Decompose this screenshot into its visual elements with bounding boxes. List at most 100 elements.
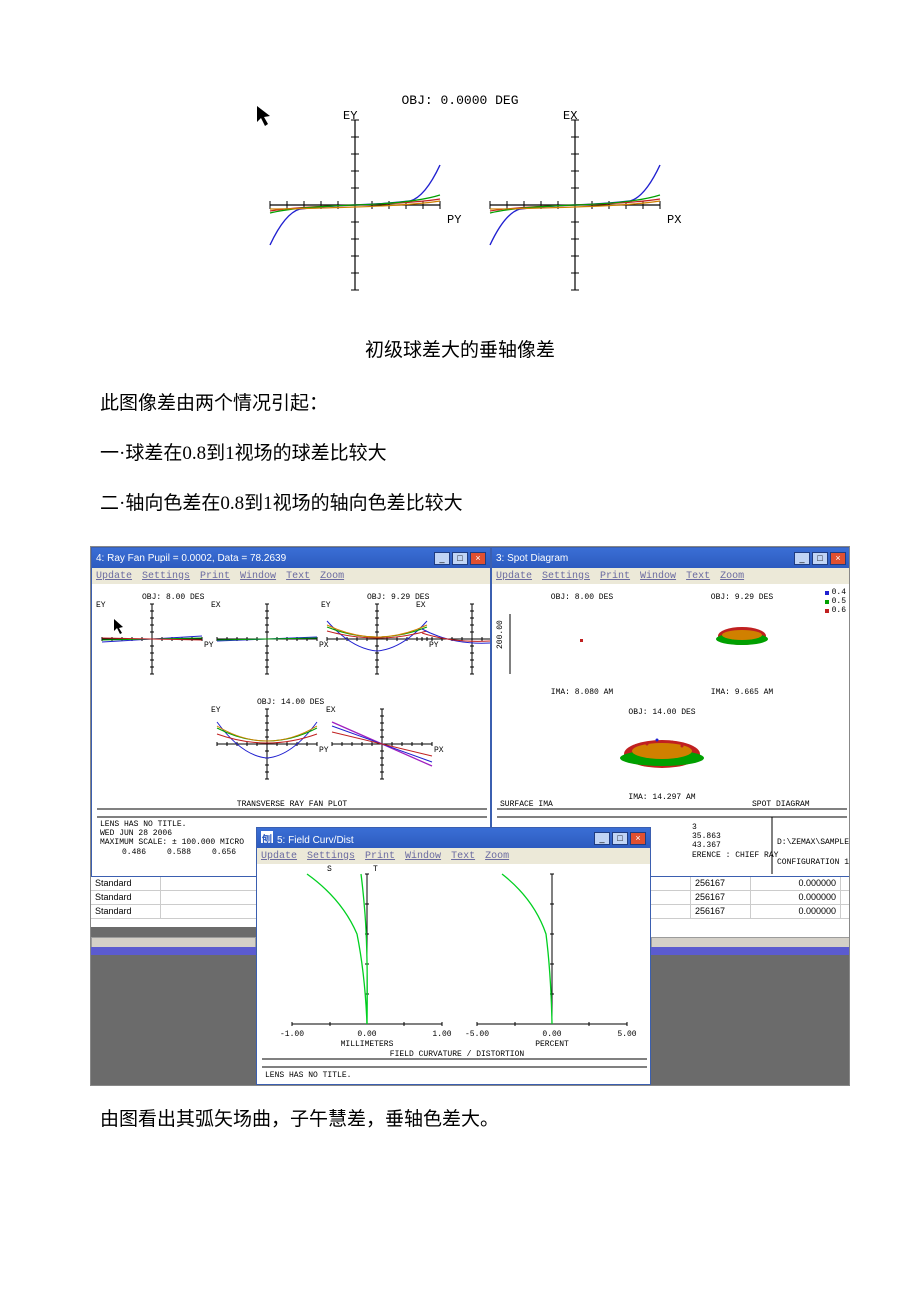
menu-item[interactable]: Zoom [720,571,744,582]
svg-text:EY: EY [211,706,221,715]
paragraph-item2: 二·轴向色差在0.8到1视场的轴向色差比较大 [100,486,820,522]
figure1-container: OBJ: 0.0000 DEG EY PY [100,80,820,315]
maximize-button[interactable]: □ [452,552,468,565]
menu-item[interactable]: Print [600,571,630,582]
bg-strip [651,947,850,1086]
svg-text:-1.00: -1.00 [280,1030,304,1039]
menu-item[interactable]: Settings [142,571,190,582]
px-label: PX [667,213,681,227]
menu-item[interactable]: Print [200,571,230,582]
minimize-button[interactable]: _ [594,832,610,845]
svg-text:-5.00: -5.00 [465,1030,489,1039]
titlebar-fieldcurv[interactable]: 刨5: Field Curv/Dist _ □ × [257,828,650,848]
close-button[interactable]: × [830,552,846,565]
svg-text:0.656: 0.656 [212,848,236,857]
svg-text:0.00: 0.00 [542,1030,561,1039]
svg-text:TRANSVERSE RAY FAN PLOT: TRANSVERSE RAY FAN PLOT [237,800,348,809]
svg-text:0.00: 0.00 [357,1030,376,1039]
py-label: PY [447,213,461,227]
menubar-fieldcurv[interactable]: Update Settings Print Window Text Zoom [257,848,650,864]
menu-item[interactable]: Text [451,851,475,862]
ray-fan-figure: OBJ: 0.0000 DEG EY PY [225,80,695,310]
svg-text:IMA: 9.665 AM: IMA: 9.665 AM [711,688,774,697]
menu-item[interactable]: Text [286,571,310,582]
selection-highlight [91,947,256,955]
obj-label: OBJ: 0.0000 DEG [401,93,518,108]
svg-text:43.367: 43.367 [692,841,721,850]
menubar-rayfan[interactable]: Update Settings Print Window Text Zoom [92,568,490,584]
minimize-button[interactable]: _ [434,552,450,565]
close-button[interactable]: × [470,552,486,565]
menu-item[interactable]: Text [686,571,710,582]
svg-text:T: T [373,865,378,874]
svg-text:D:\ZEMAX\SAMPLES\A.Z: D:\ZEMAX\SAMPLES\A.Z [777,838,850,847]
svg-text:S: S [327,865,332,874]
figure2-container: 4: Ray Fan Pupil = 0.0002, Data = 78.263… [90,546,850,1086]
svg-text:EX: EX [416,601,426,610]
paragraph-item1: 一·球差在0.8到1视场的球差比较大 [100,436,820,472]
fieldcurv-body: S T -1.00 0.00 1.00 MILLIMETERS [257,864,650,1084]
menu-item[interactable]: Window [640,571,676,582]
svg-text:LENS HAS NO TITLE.: LENS HAS NO TITLE. [100,820,186,829]
svg-text:EY: EY [321,601,331,610]
svg-text:CONFIGURATION 1 OF: CONFIGURATION 1 OF [777,858,850,867]
svg-text:OBJ: 8.00 DES: OBJ: 8.00 DES [551,593,614,602]
menu-item[interactable]: Update [96,571,132,582]
svg-text:SPOT DIAGRAM: SPOT DIAGRAM [752,800,810,809]
svg-text:PY: PY [319,746,329,755]
menu-item[interactable]: Settings [307,851,355,862]
svg-text:OBJ: 9.29 DES: OBJ: 9.29 DES [711,593,774,602]
svg-text:PX: PX [319,641,329,650]
svg-text:WED JUN 28 2006: WED JUN 28 2006 [100,829,172,838]
svg-text:PERCENT: PERCENT [535,1040,569,1049]
figure1-caption: 初级球差大的垂轴像差 [100,335,820,362]
titlebar-rayfan[interactable]: 4: Ray Fan Pupil = 0.0002, Data = 78.263… [92,548,490,568]
svg-text:3: 3 [692,823,697,832]
svg-text:LENS HAS NO TITLE.: LENS HAS NO TITLE. [265,1071,351,1080]
svg-text:200.00: 200.00 [496,620,505,649]
maximize-button[interactable]: □ [612,832,628,845]
svg-text:0.588: 0.588 [167,848,191,857]
title-text: 4: Ray Fan Pupil = 0.0002, Data = 78.263… [96,553,286,564]
cursor-icon [257,106,270,126]
menu-item[interactable]: Update [261,851,297,862]
svg-text:EX: EX [211,601,221,610]
fieldcurv-plots: S T -1.00 0.00 1.00 MILLIMETERS [257,864,652,1086]
menu-item[interactable]: Update [496,571,532,582]
title-text: 3: Spot Diagram [496,553,568,564]
maximize-button[interactable]: □ [812,552,828,565]
svg-text:0.486: 0.486 [122,848,146,857]
svg-text:OBJ: 14.00 DES: OBJ: 14.00 DES [628,708,695,717]
menu-item[interactable]: Window [405,851,441,862]
svg-text:35.863: 35.863 [692,832,721,841]
svg-text:1.00: 1.00 [432,1030,451,1039]
title-text: 5: Field Curv/Dist [277,835,354,846]
selection-highlight [651,947,850,955]
svg-text:OBJ: 14.00 DES: OBJ: 14.00 DES [257,698,324,707]
svg-text:MILLIMETERS: MILLIMETERS [341,1040,394,1049]
window-fieldcurv[interactable]: 刨5: Field Curv/Dist _ □ × Update Setting… [256,827,651,1085]
menu-item[interactable]: Window [240,571,276,582]
svg-text:MAXIMUM SCALE: ± 100.000 MICRO: MAXIMUM SCALE: ± 100.000 MICRO [100,838,244,847]
menu-item[interactable]: Zoom [320,571,344,582]
menu-item[interactable]: Print [365,851,395,862]
spot-legend: 0.4 0.5 0.6 [825,588,846,615]
svg-text:ERENCE : CHIEF RAY: ERENCE : CHIEF RAY [692,851,779,860]
close-button[interactable]: × [630,832,646,845]
titlebar-spot[interactable]: 3: Spot Diagram _ □ × [492,548,850,568]
svg-text:OBJ: 8.00 DES: OBJ: 8.00 DES [142,593,205,602]
paragraph-intro: 此图像差由两个情况引起： [100,386,820,422]
menu-item[interactable]: Zoom [485,851,509,862]
svg-text:EX: EX [326,706,336,715]
svg-text:PY: PY [429,641,439,650]
paragraph-conclusion: 由图看出其弧矢场曲，子午慧差，垂轴色差大。 [100,1102,820,1138]
svg-text:EY: EY [96,601,106,610]
minimize-button[interactable]: _ [794,552,810,565]
svg-text:PY: PY [204,641,214,650]
menubar-spot[interactable]: Update Settings Print Window Text Zoom [492,568,850,584]
svg-text:SURFACE IMA: SURFACE IMA [500,800,553,809]
svg-text:PX: PX [434,746,444,755]
svg-text:IMA: 8.080 AM: IMA: 8.080 AM [551,688,614,697]
svg-text:5.00: 5.00 [617,1030,636,1039]
menu-item[interactable]: Settings [542,571,590,582]
